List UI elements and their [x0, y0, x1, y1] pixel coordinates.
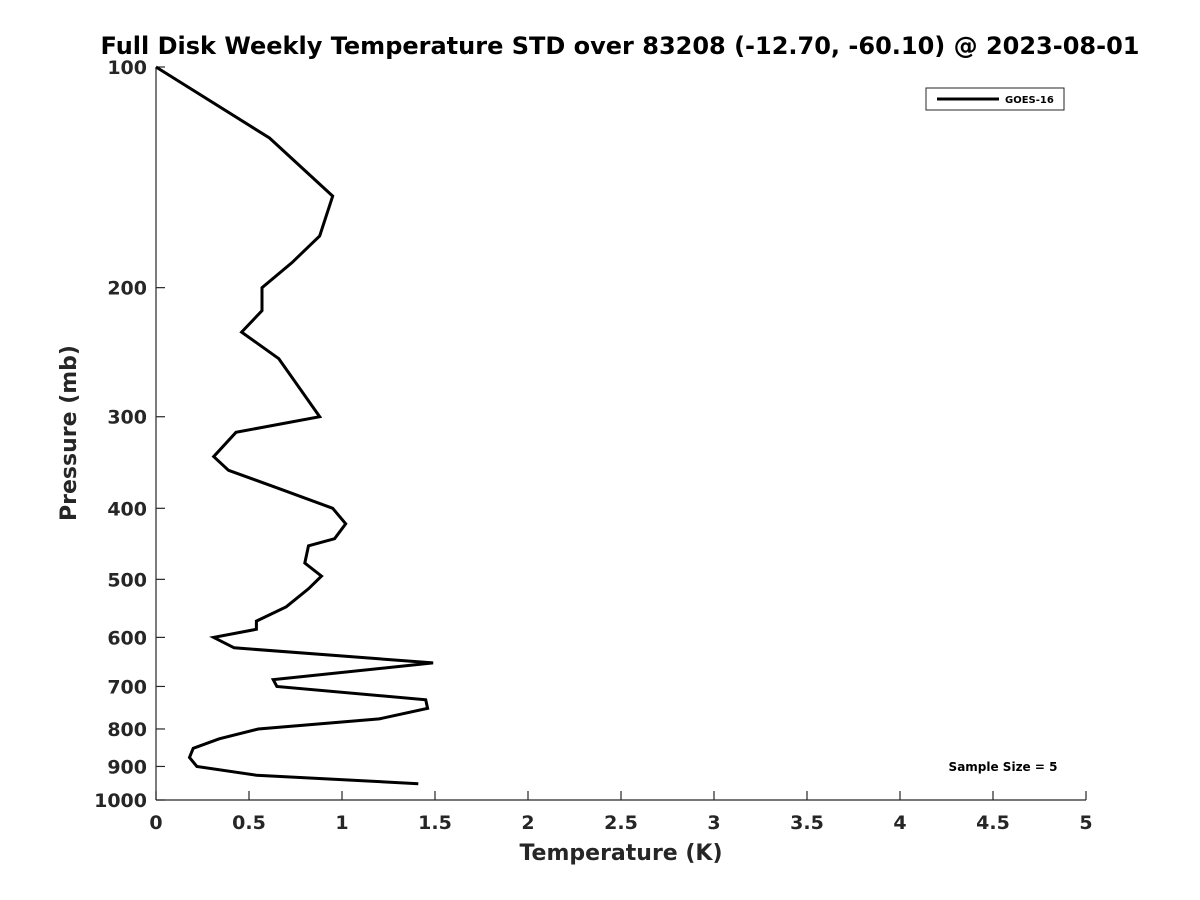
x-tick-label: 3.5 [790, 812, 824, 834]
y-tick-label: 700 [107, 676, 147, 698]
x-tick-group: 0 0.5 1 1.5 2 2.5 3 3.5 4 4.5 5 [149, 791, 1093, 834]
y-tick-label: 1000 [94, 790, 147, 812]
x-axis-label: Temperature (K) [519, 841, 722, 866]
legend-label: GOES-16 [1005, 95, 1054, 106]
series-line-goes-16 [155, 65, 434, 786]
x-tick-label: 4.5 [976, 812, 1010, 834]
y-tick-label: 100 [107, 57, 147, 79]
x-tick-label: 2 [521, 812, 534, 834]
x-tick-label: 0.5 [232, 812, 266, 834]
y-tick-label: 300 [107, 407, 147, 429]
x-tick-label: 2.5 [604, 812, 638, 834]
y-tick-label: 400 [107, 498, 147, 520]
chart-title: Full Disk Weekly Temperature STD over 83… [101, 32, 1140, 60]
y-tick-label: 900 [107, 756, 147, 778]
x-tick-label: 3 [707, 812, 720, 834]
x-tick-label: 0 [149, 812, 162, 834]
y-tick-group: 100 200 300 400 500 600 700 800 900 1000 [94, 57, 165, 812]
sample-size-annotation: Sample Size = 5 [949, 760, 1058, 774]
x-tick-label: 5 [1079, 812, 1092, 834]
y-tick-label: 500 [107, 569, 147, 591]
legend: GOES-16 [925, 87, 1065, 111]
y-tick-label: 200 [107, 278, 147, 300]
x-tick-label: 1 [335, 812, 348, 834]
y-tick-label: 600 [107, 627, 147, 649]
x-tick-label: 4 [893, 812, 906, 834]
x-tick-label: 1.5 [418, 812, 452, 834]
y-tick-label: 800 [107, 719, 147, 741]
y-axis-label: Pressure (mb) [57, 345, 82, 521]
